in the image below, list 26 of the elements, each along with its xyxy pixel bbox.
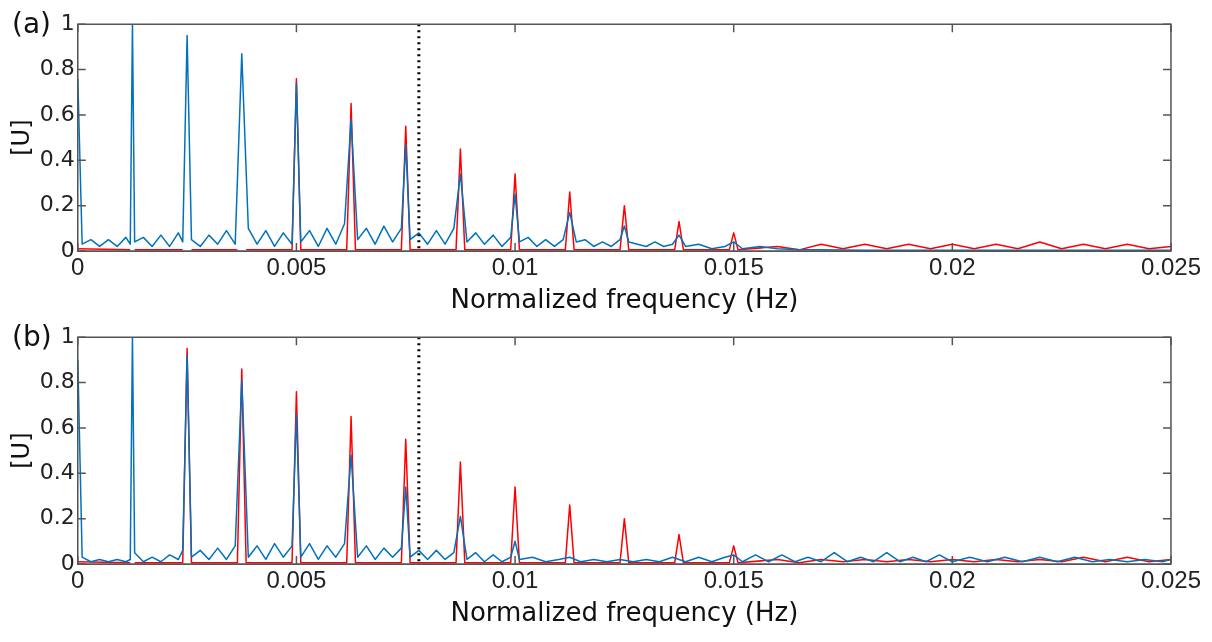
text: (b): [12, 320, 52, 354]
x-tick-label: 0.005: [266, 253, 327, 281]
x-tick-label: 0.01: [491, 566, 539, 594]
y-tick-label: 0.6: [39, 100, 75, 126]
x-tick-label: 0.02: [928, 566, 976, 594]
y-axis-title: [U]: [6, 432, 35, 469]
x-tick-label: 0.025: [1140, 253, 1201, 281]
y-tick-label: 0.8: [39, 368, 75, 394]
x-tick-label: 0.005: [266, 566, 327, 594]
text: (a): [12, 7, 52, 41]
y-tick-label: 0.4: [39, 146, 75, 171]
x-tick-label: 0.01: [491, 253, 539, 281]
x-tick-label: 0.02: [928, 253, 976, 281]
x-axis-title: Normalized frequency (Hz): [450, 597, 799, 628]
y-axis-title: [U]: [6, 119, 35, 156]
y-tick-label: 0.6: [39, 413, 75, 439]
x-tick-label: 0.015: [703, 253, 764, 281]
x-axis-title: Normalized frequency (Hz): [450, 284, 799, 315]
y-tick-label: 0.4: [39, 459, 75, 484]
y-tick-label: 1: [60, 322, 75, 348]
x-tick-label: 0.015: [703, 566, 764, 594]
y-tick-label: 0.2: [39, 191, 75, 217]
x-tick-label: 0.025: [1140, 566, 1201, 594]
y-tick-label: 0.8: [39, 55, 75, 81]
y-tick-label: 0.2: [39, 504, 75, 530]
y-tick-label: 1: [60, 9, 75, 35]
